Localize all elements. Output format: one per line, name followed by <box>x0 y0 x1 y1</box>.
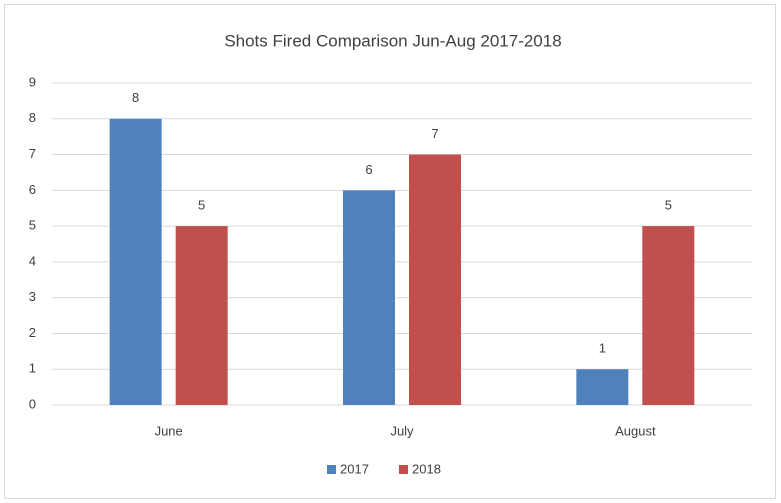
y-tick-label: 3 <box>29 289 36 304</box>
y-tick-label: 4 <box>29 253 36 268</box>
data-label: 5 <box>665 198 672 213</box>
chart-title: Shots Fired Comparison Jun-Aug 2017-2018 <box>224 31 561 50</box>
data-label: 7 <box>431 126 438 141</box>
data-label: 8 <box>132 90 139 105</box>
bar <box>343 190 395 405</box>
y-tick-label: 2 <box>29 325 36 340</box>
legend-label: 2018 <box>412 461 441 476</box>
legend-label: 2017 <box>340 461 369 476</box>
y-tick-label: 8 <box>29 110 36 125</box>
y-tick-label: 6 <box>29 182 36 197</box>
y-tick-label: 5 <box>29 218 36 233</box>
data-label: 6 <box>365 162 372 177</box>
x-tick-label: June <box>155 423 183 438</box>
bar <box>175 226 228 405</box>
bar <box>109 118 162 406</box>
data-label: 5 <box>198 198 205 213</box>
y-tick-label: 1 <box>29 361 36 376</box>
bar <box>409 154 461 405</box>
legend-swatch <box>399 465 408 474</box>
y-tick-label: 7 <box>29 146 36 161</box>
data-label: 1 <box>599 341 606 356</box>
y-tick-label: 0 <box>29 396 36 411</box>
x-tick-label: August <box>615 423 656 438</box>
legend-swatch <box>327 465 336 474</box>
x-tick-label: July <box>390 423 414 438</box>
bar <box>576 369 629 405</box>
bar <box>642 226 695 405</box>
y-tick-label: 9 <box>29 74 36 89</box>
